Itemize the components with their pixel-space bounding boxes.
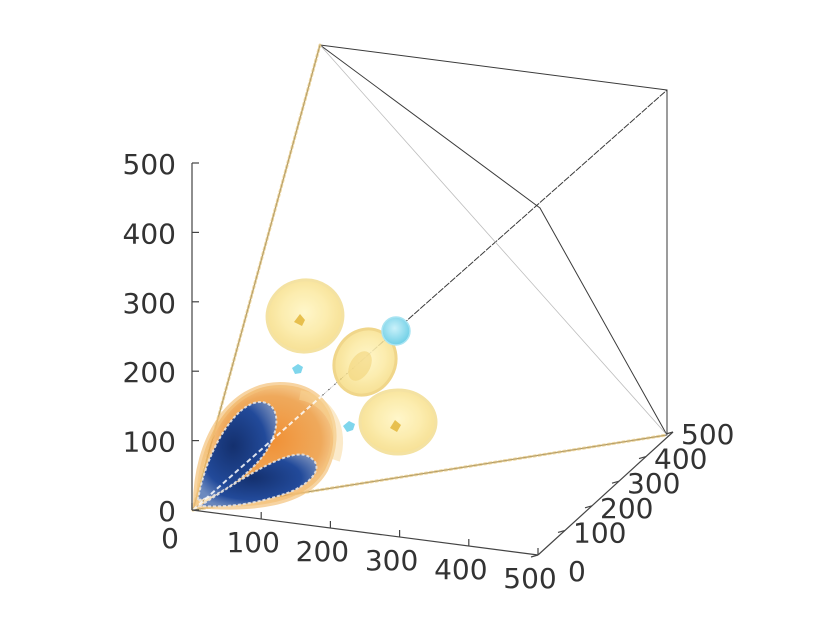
y-tick-mark <box>611 480 620 484</box>
x-tick-label: 100 <box>226 526 279 559</box>
blue-core-lower <box>196 453 318 508</box>
z-tick-label: 200 <box>123 356 176 389</box>
x-tick-label: 400 <box>434 553 487 586</box>
y-tick-mark <box>638 456 647 460</box>
y-tick-label: 500 <box>681 418 734 451</box>
y-axis-line <box>537 431 674 556</box>
x-tick-label: 300 <box>365 544 418 577</box>
z-axis-ticks: 0 100 200 300 400 500 <box>123 148 199 528</box>
z-tick-label: 500 <box>123 148 176 181</box>
x-axis-line <box>191 509 539 556</box>
axes <box>191 163 674 556</box>
z-tick-label: 400 <box>123 217 176 250</box>
z-tick-label: 100 <box>123 426 176 459</box>
yellow-lobe-top <box>265 278 345 354</box>
y-tick-mark <box>584 505 593 509</box>
y-tick-label: 200 <box>600 492 653 525</box>
y-tick-label: 0 <box>568 555 586 588</box>
yellow-lobe-right <box>358 388 438 456</box>
blue-core-upper <box>196 400 278 502</box>
cyan-blob-upper <box>381 316 411 346</box>
x-axis-ticks: 0 100 200 300 400 500 <box>161 503 557 595</box>
diagonal-overlay <box>192 361 361 511</box>
y-tick-mark <box>665 431 674 435</box>
y-tick-label: 100 <box>573 516 626 549</box>
y-tick-mark <box>530 554 539 558</box>
cyan-blob-right <box>343 421 355 432</box>
yellow-lobe-middle <box>332 327 398 397</box>
y-tick-label: 300 <box>627 467 680 500</box>
box-edge <box>319 44 668 91</box>
box-edge <box>319 44 541 209</box>
box-edge <box>539 207 668 436</box>
x-tick-label: 0 <box>161 522 179 555</box>
y-tick-label: 400 <box>654 443 707 476</box>
z-tick-label: 0 <box>158 495 176 528</box>
box-edge-back <box>319 44 668 436</box>
cyan-blob-left <box>292 364 303 374</box>
x-tick-label: 500 <box>503 562 556 595</box>
z-tick-label: 300 <box>123 287 176 320</box>
x-tick-label: 200 <box>296 535 349 568</box>
y-tick-mark <box>557 529 566 533</box>
isosurfaces <box>192 278 438 511</box>
